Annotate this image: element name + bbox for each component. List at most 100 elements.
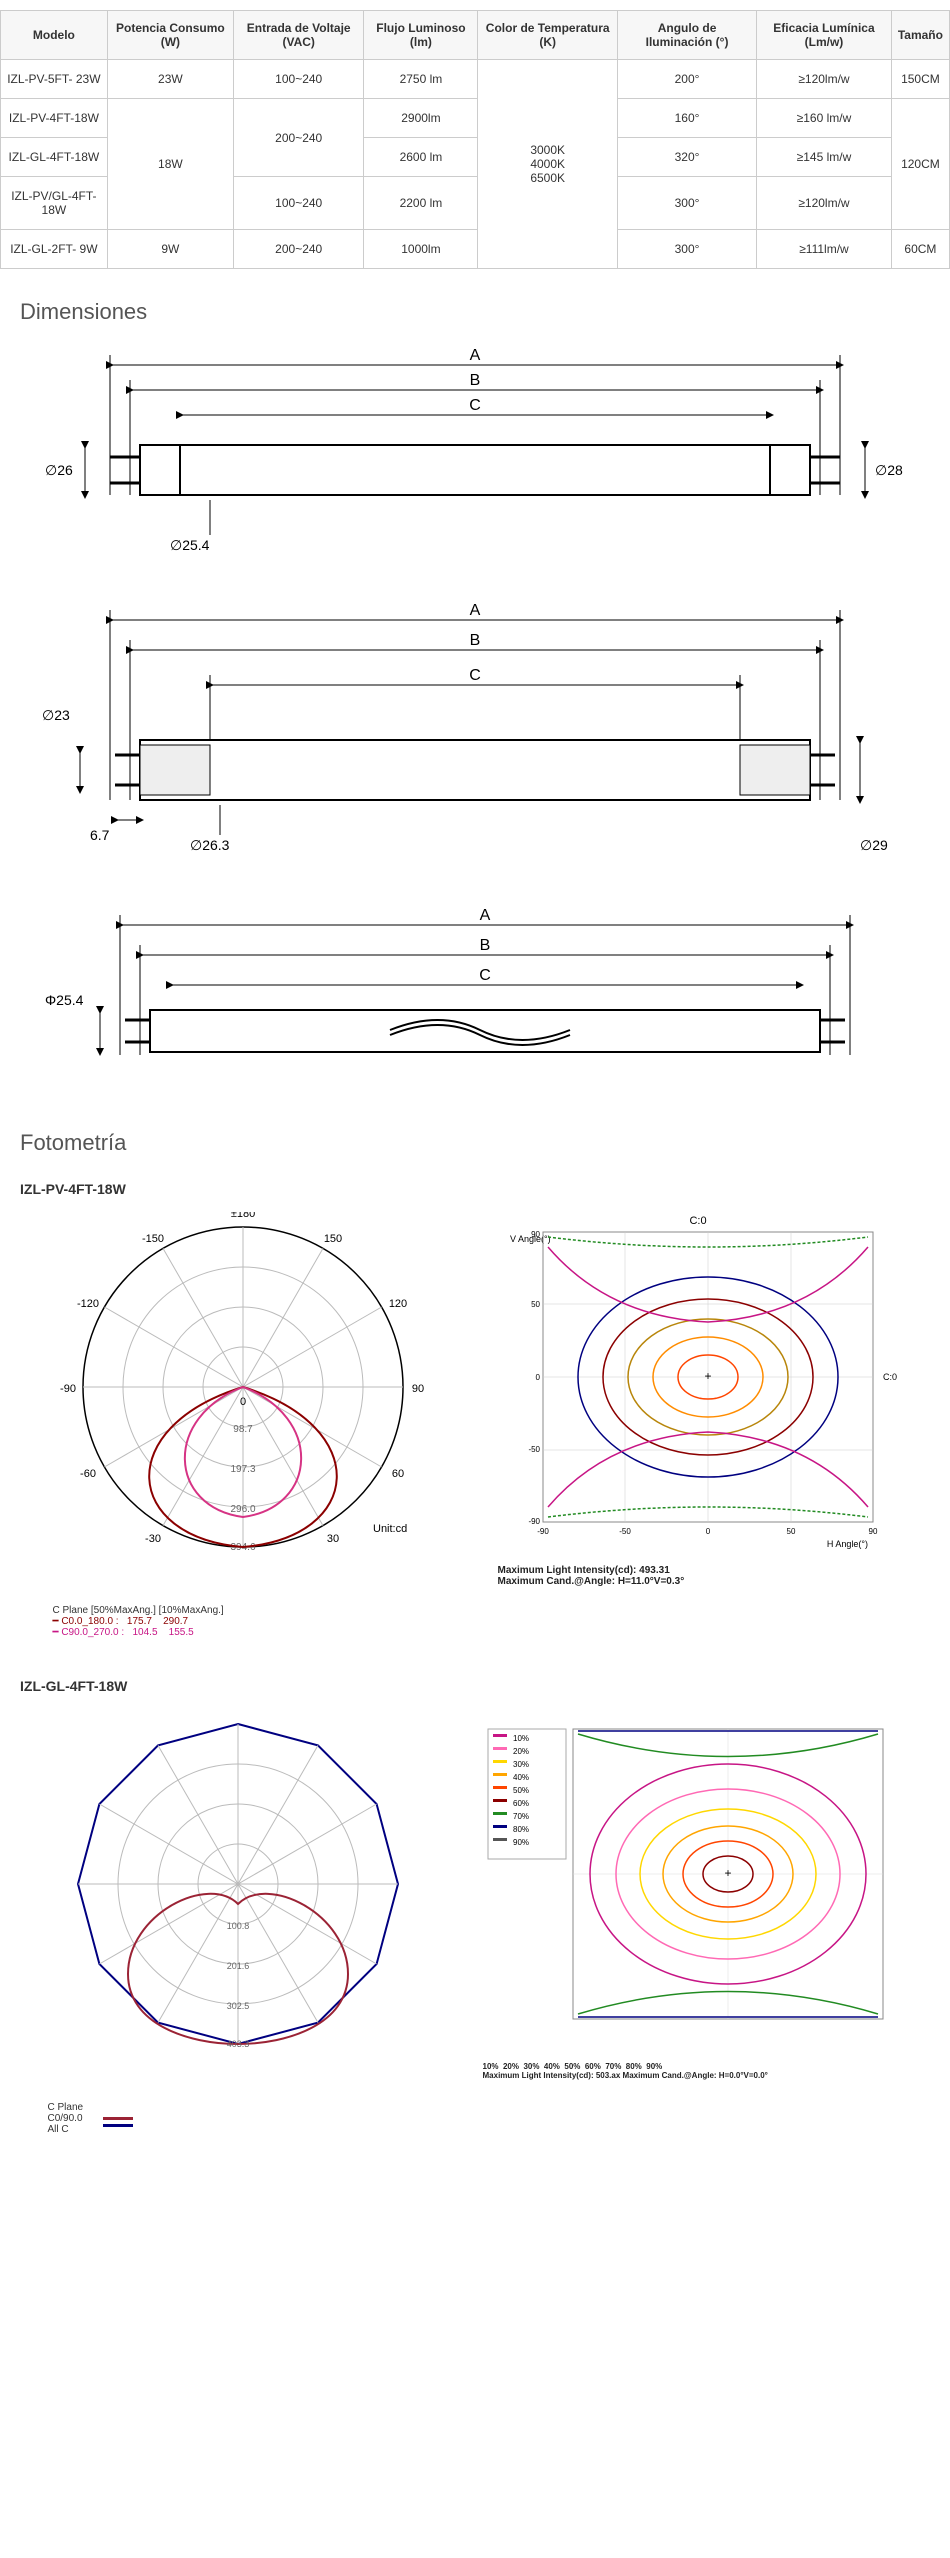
- svg-text:60%: 60%: [513, 1799, 529, 1808]
- svg-text:30%: 30%: [513, 1760, 529, 1769]
- cell: 300°: [617, 177, 756, 230]
- svg-text:6.7: 6.7: [90, 827, 110, 843]
- cell: 120CM: [891, 99, 949, 230]
- cell: 150CM: [891, 60, 949, 99]
- legend-title: C Plane: [48, 2102, 84, 2113]
- cell: ≥160 lm/w: [757, 99, 892, 138]
- spec-table: Modelo Potencia Consumo (W) Entrada de V…: [0, 10, 950, 269]
- legend-val: 175.7: [127, 1616, 152, 1627]
- svg-text:201.6: 201.6: [226, 1961, 249, 1971]
- legend-val: 155.5: [169, 1627, 194, 1638]
- cell: 2600 lm: [364, 138, 478, 177]
- svg-text:197.3: 197.3: [230, 1464, 255, 1475]
- caption-line: Maximum Light Intensity(cd): 503.ax Maxi…: [483, 2071, 903, 2080]
- cell: 200~240: [233, 99, 363, 177]
- caption-line: Maximum Cand.@Angle: H=11.0°V=0.3°: [498, 1576, 898, 1587]
- cell: 2900lm: [364, 99, 478, 138]
- cell: 2750 lm: [364, 60, 478, 99]
- caption-line: Maximum Light Intensity(cd): 493.31: [498, 1565, 898, 1576]
- th-eff: Eficacia Lumínica (Lm/w): [757, 11, 892, 60]
- svg-text:50: 50: [786, 1527, 795, 1536]
- cell: IZL-PV/GL-4FT-18W: [1, 177, 108, 230]
- photometry-heading: Fotometría: [20, 1130, 950, 1156]
- cell: 100~240: [233, 60, 363, 99]
- photometry-row-1: ±180 -150 150 -120 120 -90 90 -60 60 -30…: [20, 1212, 930, 1638]
- contour-chart-2: 10%20%30%40%50%60%70%80%90% + 10% 20% 30…: [483, 1709, 903, 2080]
- cell: 2200 lm: [364, 177, 478, 230]
- photometry-row-2: 100.8 201.6 302.5 403.3 C Plane C0/90.0 …: [20, 1709, 930, 2135]
- svg-text:±180: ±180: [230, 1212, 254, 1220]
- svg-text:-50: -50: [619, 1527, 631, 1536]
- legend-line: All C: [48, 2124, 84, 2135]
- cell: 200°: [617, 60, 756, 99]
- svg-text:∅28: ∅28: [875, 462, 903, 478]
- cell: ≥111lm/w: [757, 230, 892, 269]
- svg-text:30: 30: [326, 1533, 338, 1545]
- svg-text:Φ25.4: Φ25.4: [45, 992, 84, 1008]
- cell-temp: 3000K 4000K 6500K: [478, 60, 618, 269]
- table-row: IZL-GL-2FT- 9W 9W 200~240 1000lm 300° ≥1…: [1, 230, 950, 269]
- cell: 160°: [617, 99, 756, 138]
- svg-text:50: 50: [531, 1300, 540, 1309]
- svg-text:A: A: [470, 602, 481, 619]
- diagram-3: A B C Φ25.4: [40, 905, 910, 1090]
- th-temp: Color de Temperatura (K): [478, 11, 618, 60]
- legend-line: C0/90.0: [48, 2113, 84, 2124]
- svg-text:+: +: [704, 1369, 711, 1383]
- svg-text:90%: 90%: [513, 1838, 529, 1847]
- th-flux: Flujo Luminoso (lm): [364, 11, 478, 60]
- svg-text:C:0: C:0: [689, 1215, 706, 1227]
- svg-text:C: C: [469, 667, 481, 684]
- th-angle: Angulo de Iluminación (°): [617, 11, 756, 60]
- svg-text:-60: -60: [80, 1468, 96, 1480]
- caption-pcts: 10% 20% 30% 40% 50% 60% 70% 80% 90%: [483, 2062, 903, 2071]
- svg-text:90: 90: [411, 1383, 423, 1395]
- svg-text:60: 60: [391, 1468, 403, 1480]
- contour-caption-1: Maximum Light Intensity(cd): 493.31 Maxi…: [498, 1565, 898, 1587]
- svg-text:100.8: 100.8: [226, 1921, 249, 1931]
- svg-text:C: C: [469, 397, 481, 414]
- svg-text:∅26.3: ∅26.3: [190, 837, 230, 853]
- svg-text:-90: -90: [60, 1383, 76, 1395]
- cell: IZL-GL-2FT- 9W: [1, 230, 108, 269]
- svg-text:B: B: [480, 937, 491, 954]
- contour-caption-2: 10% 20% 30% 40% 50% 60% 70% 80% 90% Maxi…: [483, 2062, 903, 2080]
- svg-text:403.3: 403.3: [226, 2039, 249, 2049]
- cell: 60CM: [891, 230, 949, 269]
- polar-chart-2: 100.8 201.6 302.5 403.3 C Plane C0/90.0 …: [48, 1709, 428, 2135]
- svg-text:-30: -30: [145, 1533, 161, 1545]
- polar-legend-2: C Plane C0/90.0 All C: [48, 2102, 428, 2135]
- table-row: IZL-PV-4FT-18W 18W 200~240 2900lm 160° ≥…: [1, 99, 950, 138]
- svg-text:296.0: 296.0: [230, 1504, 255, 1515]
- svg-text:+: +: [724, 1866, 731, 1880]
- svg-text:150: 150: [323, 1233, 341, 1245]
- th-size: Tamaño: [891, 11, 949, 60]
- cell: ≥120lm/w: [757, 60, 892, 99]
- cell: IZL-PV-4FT-18W: [1, 99, 108, 138]
- cell: ≥120lm/w: [757, 177, 892, 230]
- svg-text:C:0: C:0: [883, 1372, 897, 1382]
- cell: 18W: [107, 99, 233, 230]
- svg-text:-90: -90: [528, 1517, 540, 1526]
- legend-val: 290.7: [163, 1616, 188, 1627]
- svg-text:0: 0: [535, 1373, 540, 1382]
- th-model: Modelo: [1, 11, 108, 60]
- svg-text:∅25.4: ∅25.4: [170, 537, 210, 553]
- polar-chart-1: ±180 -150 150 -120 120 -90 90 -60 60 -30…: [53, 1212, 433, 1638]
- svg-text:C: C: [479, 967, 491, 984]
- legend-val: 104.5: [132, 1627, 157, 1638]
- svg-text:20%: 20%: [513, 1747, 529, 1756]
- cell: 9W: [107, 230, 233, 269]
- legend-line: C90.0_270.0 :: [61, 1627, 124, 1638]
- svg-text:80%: 80%: [513, 1825, 529, 1834]
- svg-text:∅23: ∅23: [42, 707, 70, 723]
- svg-text:H Angle(°): H Angle(°): [826, 1539, 867, 1549]
- svg-text:-50: -50: [528, 1445, 540, 1454]
- svg-text:0: 0: [705, 1527, 710, 1536]
- cell: IZL-GL-4FT-18W: [1, 138, 108, 177]
- svg-text:B: B: [470, 372, 481, 389]
- legend-title: C Plane [50%MaxAng.] [10%MaxAng.]: [53, 1605, 433, 1616]
- cell: IZL-PV-5FT- 23W: [1, 60, 108, 99]
- svg-text:Unit:cd: Unit:cd: [373, 1523, 407, 1535]
- svg-text:-120: -120: [76, 1298, 98, 1310]
